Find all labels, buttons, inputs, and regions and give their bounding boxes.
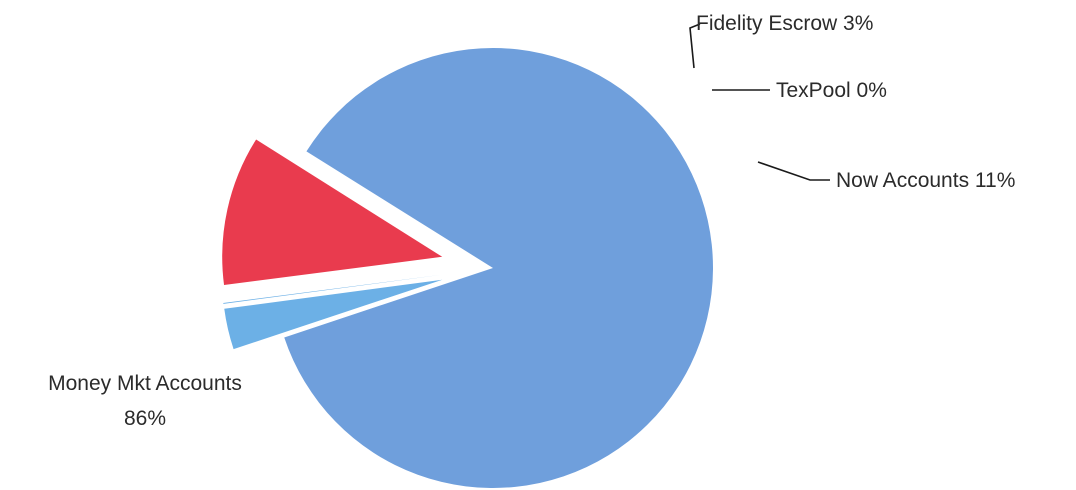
slice-fidelity-escrow (224, 279, 443, 350)
label-now-accounts: Now Accounts 11% (836, 169, 1015, 192)
label-fidelity-escrow: Fidelity Escrow 3% (696, 12, 873, 35)
slice-now-accounts (222, 139, 443, 286)
slice-texpool (223, 274, 442, 304)
leader-line-fidelity-escrow (689, 23, 701, 69)
pie-slices (222, 47, 713, 488)
leader-line-now-accounts (757, 161, 830, 181)
label-money-mkt-accounts-percent: 86% (124, 407, 166, 430)
leader-lines (689, 23, 830, 181)
label-texpool: TexPool 0% (776, 79, 887, 102)
slice-money-mkt-accounts (284, 47, 713, 488)
slice-labels: Money Mkt Accounts 86% Fidelity Escrow 3… (48, 12, 1015, 430)
label-money-mkt-accounts: Money Mkt Accounts (48, 372, 242, 395)
